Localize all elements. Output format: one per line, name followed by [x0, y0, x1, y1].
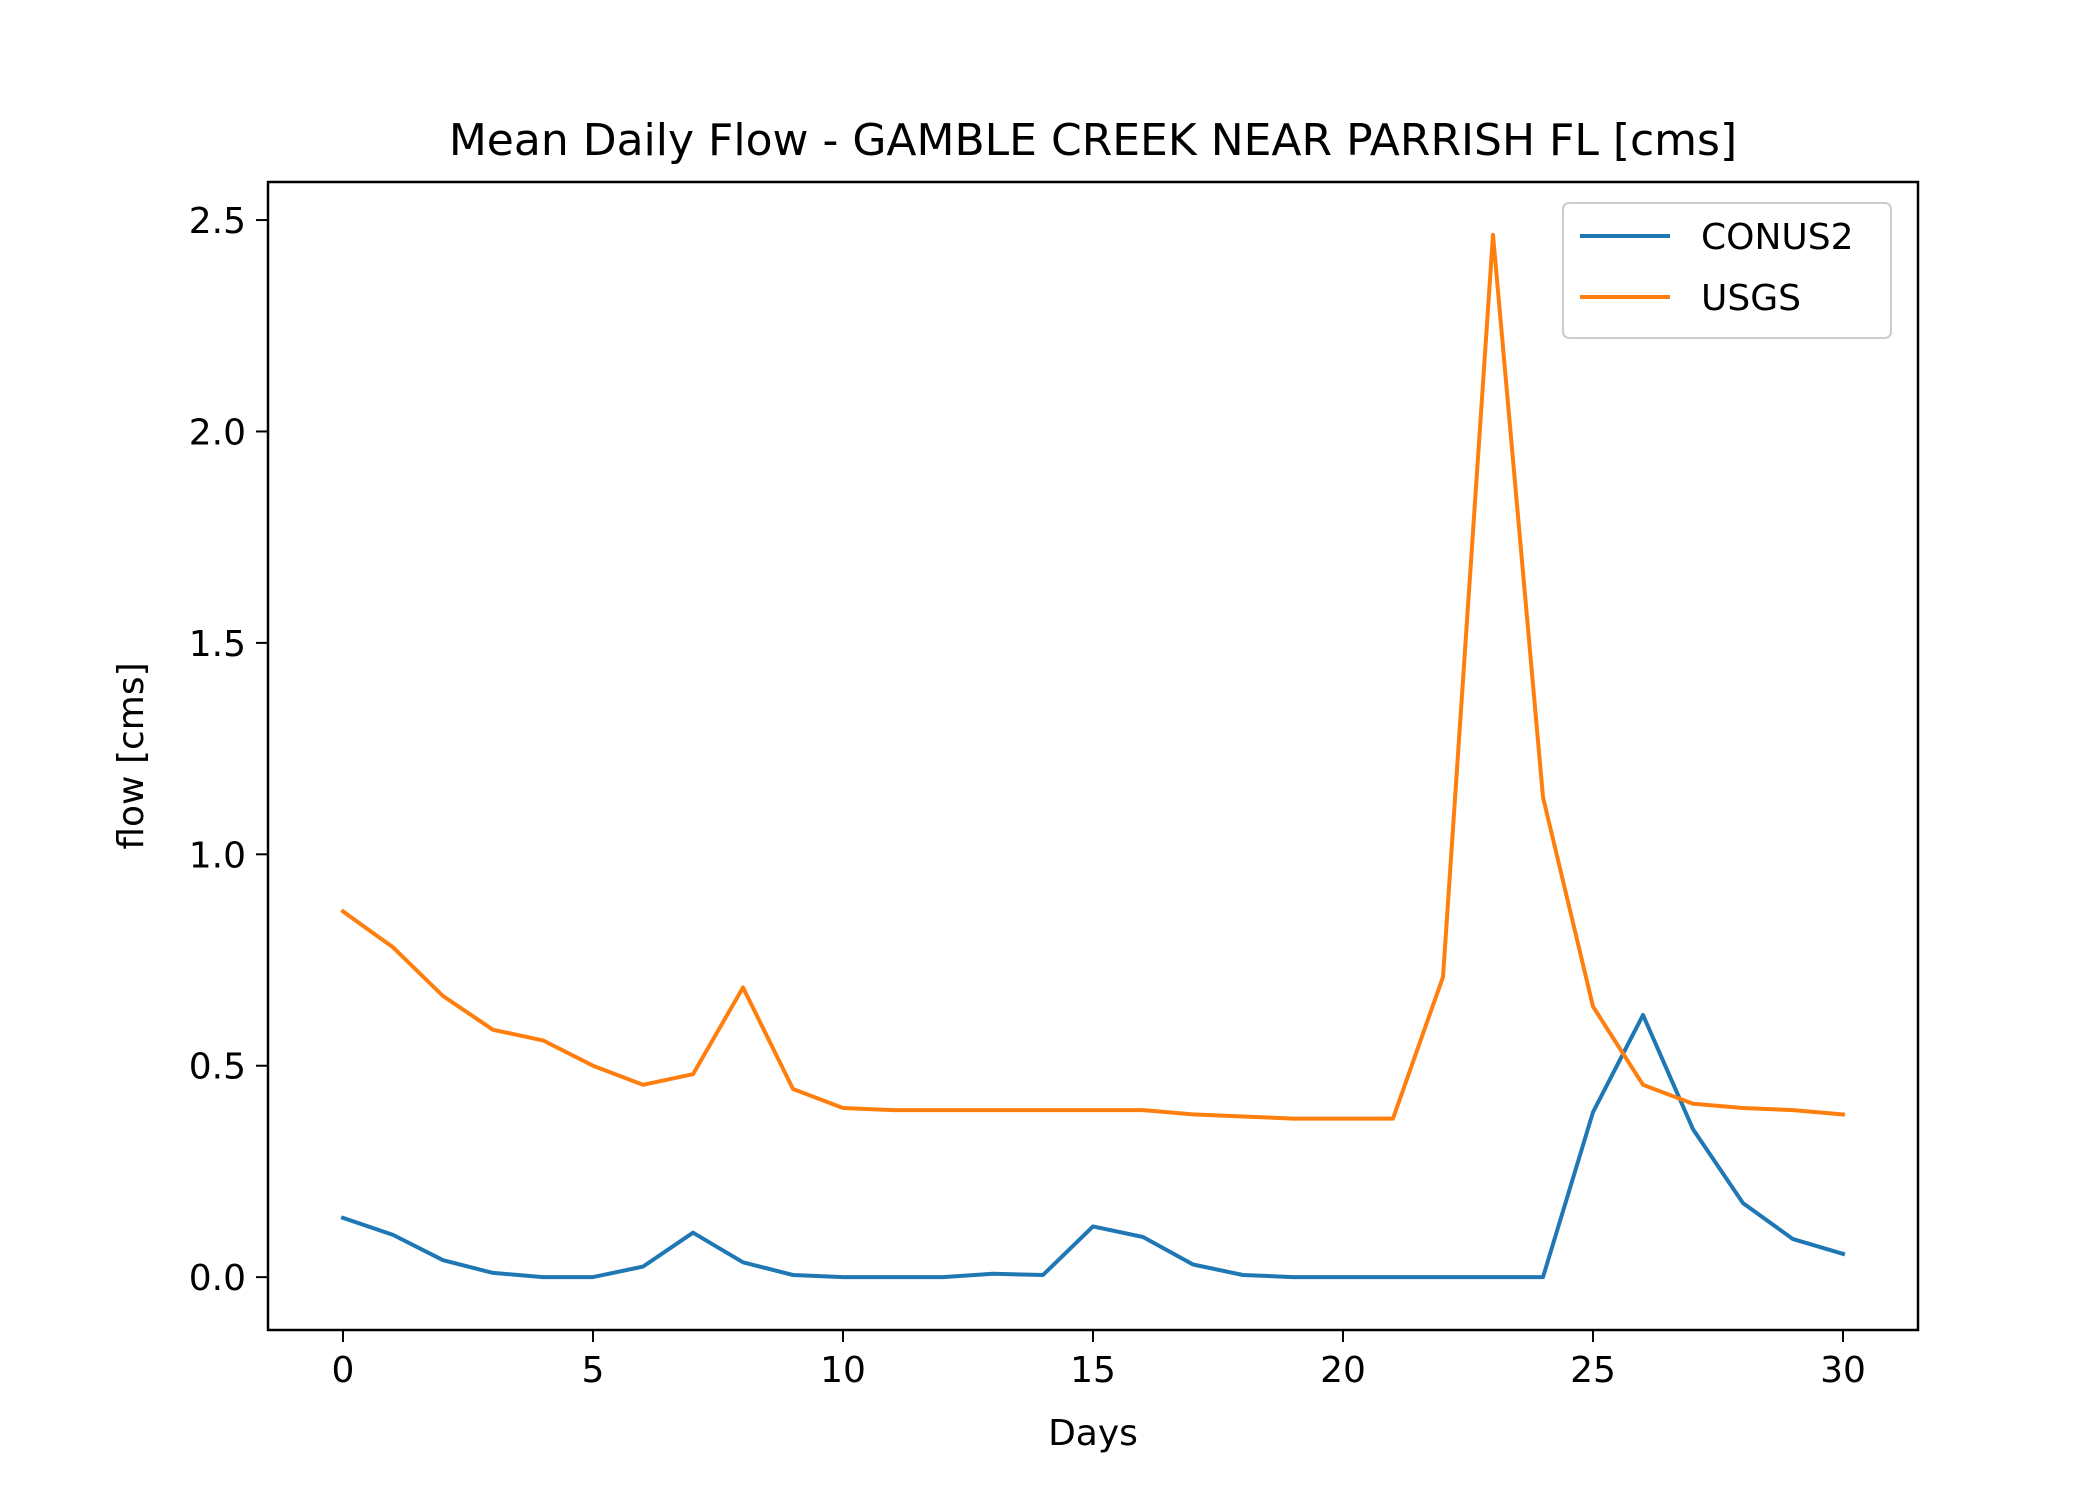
- y-axis: 0.0 0.5 1.0 1.5 2.0 2.5: [189, 201, 268, 1299]
- series-line-usgs: [340, 232, 1846, 1121]
- x-axis-label: Days: [1048, 1413, 1138, 1454]
- series-layer: [340, 232, 1846, 1280]
- chart-title: Mean Daily Flow - GAMBLE CREEK NEAR PARR…: [449, 115, 1737, 166]
- y-tick-label: 0.5: [189, 1047, 246, 1088]
- y-tick-label: 1.0: [189, 835, 246, 876]
- x-tick-label: 25: [1570, 1350, 1616, 1391]
- legend-label-usgs: USGS: [1701, 278, 1801, 319]
- x-tick-label: 15: [1070, 1350, 1116, 1391]
- x-tick-label: 0: [332, 1350, 355, 1391]
- x-tick-label: 5: [582, 1350, 605, 1391]
- legend: CONUS2 USGS: [1562, 202, 1892, 339]
- y-tick-label: 2.0: [189, 412, 246, 453]
- series-line-conus2: [340, 1013, 1846, 1280]
- x-tick-label: 10: [820, 1350, 866, 1391]
- x-tick-label: 30: [1820, 1350, 1866, 1391]
- y-tick-label: 2.5: [189, 201, 246, 242]
- plot-area-frame: [266, 180, 1920, 1332]
- legend-label-conus2: CONUS2: [1701, 217, 1854, 258]
- y-axis-label: flow [cms]: [111, 662, 152, 849]
- y-tick-label: 0.0: [189, 1258, 246, 1299]
- y-tick-label: 1.5: [189, 624, 246, 665]
- x-tick-label: 20: [1320, 1350, 1366, 1391]
- x-axis: 0 5 10 15 20 25 30: [332, 1330, 1866, 1391]
